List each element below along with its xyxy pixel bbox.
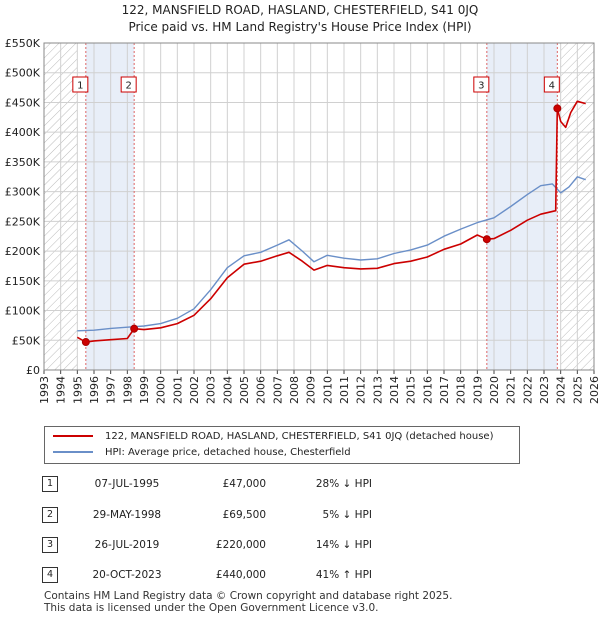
sale-price: £440,000 [215, 569, 266, 581]
y-tick-label: £500K [5, 67, 41, 80]
x-tick-label: 2005 [238, 376, 251, 404]
y-tick-label: £50K [12, 334, 41, 347]
footer-copyright: Contains HM Land Registry data © Crown c… [44, 590, 453, 602]
x-tick-label: 2013 [371, 376, 384, 404]
legend-item-property: 122, MANSFIELD ROAD, HASLAND, CHESTERFIE… [53, 430, 493, 444]
x-tick-label: 2015 [405, 376, 418, 404]
x-tick-label: 2007 [271, 376, 284, 404]
sale-number-badge: 2 [42, 507, 58, 523]
sale-marker-label: 1 [77, 81, 83, 92]
sale-number-badge: 3 [42, 537, 58, 553]
x-tick-label: 2017 [438, 376, 451, 404]
x-tick-label: 1997 [105, 376, 118, 404]
x-tick-label: 1994 [55, 376, 68, 404]
x-tick-label: 2010 [321, 376, 334, 404]
x-tick-label: 2003 [205, 376, 218, 404]
footer-licence: This data is licensed under the Open Gov… [44, 602, 379, 614]
sale-date: 29-MAY-1998 [92, 509, 162, 521]
legend-property-label: 122, MANSFIELD ROAD, HASLAND, CHESTERFIE… [105, 431, 494, 442]
sale-row: 1 07-JUL-1995 £47,000 28% ↓ HPI [42, 476, 502, 492]
x-tick-label: 2020 [488, 376, 501, 404]
y-tick-label: £250K [5, 215, 41, 228]
sale-price: £47,000 [222, 478, 266, 490]
x-tick-label: 2025 [571, 376, 584, 404]
x-tick-label: 1999 [138, 376, 151, 404]
x-tick-label: 2021 [505, 376, 518, 404]
y-tick-label: £300K [5, 186, 41, 199]
sale-hpi-diff: 28% ↓ HPI [315, 478, 372, 490]
sale-point [130, 324, 139, 333]
y-tick-label: £200K [5, 245, 41, 258]
x-tick-label: 2026 [588, 376, 600, 404]
hpi-line [77, 176, 586, 332]
x-tick-label: 1996 [88, 376, 101, 404]
sale-date: 26-JUL-2019 [94, 539, 160, 551]
x-tick-label: 2018 [455, 376, 468, 404]
sale-marker-box [120, 76, 137, 93]
y-tick-label: £550K [5, 37, 41, 50]
property-price-line [76, 100, 586, 343]
sale-marker-label: 2 [125, 81, 131, 92]
y-tick-label: £100K [5, 305, 41, 318]
chart-title: 122, MANSFIELD ROAD, HASLAND, CHESTERFIE… [121, 3, 479, 17]
legend-item-hpi: HPI: Average price, detached house, Ches… [53, 446, 351, 460]
sale-number-badge: 1 [42, 476, 58, 492]
hpi-line-swatch [53, 451, 93, 453]
sale-marker-label: 3 [478, 81, 484, 92]
y-tick-label: £450K [5, 96, 41, 109]
sale-row: 3 26-JUL-2019 £220,000 14% ↓ HPI [42, 537, 502, 553]
sale-row: 2 29-MAY-1998 £69,500 5% ↓ HPI [42, 507, 502, 523]
sale-marker-label: 4 [549, 81, 555, 92]
sale-marker-box [473, 76, 490, 93]
x-tick-label: 2011 [338, 376, 351, 404]
x-tick-label: 2014 [388, 376, 401, 404]
footer-attribution: Contains HM Land Registry data © Crown c… [44, 590, 452, 614]
x-tick-label: 1995 [71, 376, 84, 404]
y-tick-label: £0 [26, 364, 40, 377]
sale-point [482, 235, 491, 244]
sale-hpi-diff: 14% ↓ HPI [315, 539, 372, 551]
y-tick-label: £350K [5, 156, 41, 169]
x-tick-label: 2009 [305, 376, 318, 404]
sale-date: 07-JUL-1995 [94, 478, 160, 490]
x-tick-label: 2016 [421, 376, 434, 404]
x-tick-label: 2023 [538, 376, 551, 404]
sale-point [553, 104, 562, 113]
x-tick-label: 2000 [155, 376, 168, 404]
x-tick-label: 1998 [121, 376, 134, 404]
property-line-swatch [53, 435, 93, 437]
y-tick-label: £150K [5, 275, 41, 288]
y-tick-label: £400K [5, 126, 41, 139]
chart-legend: 122, MANSFIELD ROAD, HASLAND, CHESTERFIE… [44, 426, 520, 464]
sale-hpi-diff: 5% ↓ HPI [322, 509, 372, 521]
x-tick-label: 2004 [221, 376, 234, 404]
plot-border [43, 42, 595, 371]
sale-row: 4 20-OCT-2023 £440,000 41% ↑ HPI [42, 567, 502, 583]
x-tick-label: 2006 [255, 376, 268, 404]
sale-marker-box [72, 76, 89, 93]
x-tick-label: 2012 [355, 376, 368, 404]
sale-price: £69,500 [222, 509, 266, 521]
sale-marker-box [543, 76, 560, 93]
x-tick-label: 2019 [471, 376, 484, 404]
price-chart: £0 £50K £100K £150K £200K £250K £300K £350K £400… [5, 37, 600, 404]
x-tick-label: 2002 [188, 376, 201, 404]
sale-hpi-diff: 41% ↑ HPI [315, 569, 372, 581]
sale-point [81, 338, 90, 347]
chart-subtitle: Price paid vs. HM Land Registry's House … [128, 20, 472, 34]
sale-date: 20-OCT-2023 [92, 569, 162, 581]
x-tick-label: 2024 [555, 376, 568, 404]
sale-price: £220,000 [215, 539, 266, 551]
ownership-shaded-region [486, 43, 558, 370]
sale-number-badge: 4 [42, 567, 58, 583]
x-tick-label: 2008 [288, 376, 301, 404]
legend-hpi-label: HPI: Average price, detached house, Ches… [105, 447, 351, 458]
x-tick-label: 2001 [171, 376, 184, 404]
x-tick-label: 2022 [521, 376, 534, 404]
x-tick-label: 1993 [38, 376, 51, 404]
